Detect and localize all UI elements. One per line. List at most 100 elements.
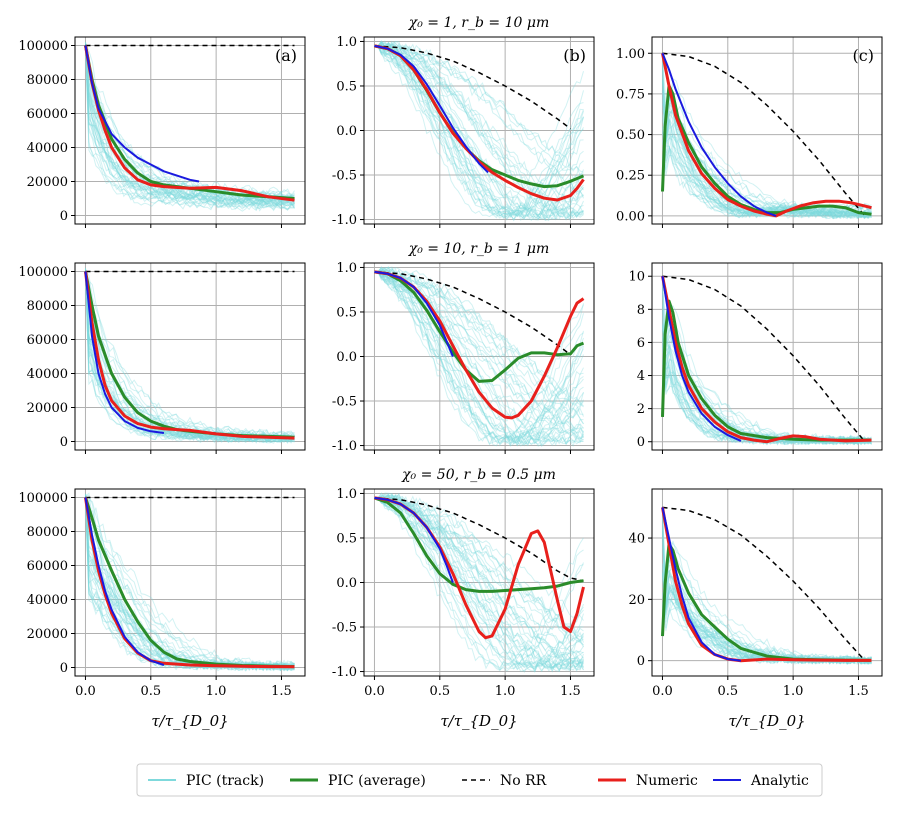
y-tick-label: 0.50: [616, 128, 645, 143]
grid: [364, 37, 594, 224]
pic-track-line: [374, 495, 584, 674]
y-tick-label: 20000: [27, 627, 68, 642]
pic-track-line: [85, 492, 295, 667]
y-tick-label: 0.0: [336, 124, 357, 139]
pic-track-line: [662, 92, 872, 218]
pic-track-line: [85, 44, 295, 206]
panel-tag: (a): [275, 46, 297, 65]
legend-box: [136, 763, 823, 797]
pic-track-line: [374, 45, 584, 220]
pic-track-line: [662, 56, 872, 218]
pic-track-line: [374, 269, 584, 446]
pic-track-line: [662, 126, 872, 219]
plot-area: [84, 492, 295, 672]
pic-track-line: [662, 77, 872, 217]
y-tick-label: 4: [637, 369, 645, 384]
pic-track-line: [374, 495, 584, 643]
axes-frame: [651, 262, 883, 451]
plot-area: [661, 52, 872, 220]
pic-track-line: [374, 40, 584, 220]
pic-track-line: [662, 324, 872, 444]
y-tick-label: 0: [60, 661, 68, 676]
y-tick-label: 6: [637, 336, 645, 351]
pic-track-line: [374, 45, 584, 218]
pic-track-line: [374, 497, 584, 646]
x-axis-label: τ/τ_{D_0}: [728, 712, 805, 730]
y-tick-label: -1.0: [332, 213, 357, 228]
x-tick-label: 1.5: [848, 684, 869, 699]
legend-label: Numeric: [636, 773, 698, 789]
y-tick-label: 40000: [27, 141, 68, 156]
pic-track-line: [85, 46, 295, 209]
pic-track-line: [85, 44, 295, 204]
pic-track-line: [662, 366, 872, 446]
y-tick-label: 40000: [27, 593, 68, 608]
axes-frame: [651, 488, 883, 677]
pic-track-line: [374, 267, 584, 417]
pic-track-line: [374, 266, 584, 445]
y-tick-label: 0: [60, 209, 68, 224]
y-tick-label: 60000: [27, 107, 68, 122]
chart-panel-r2c1: 0.0 0.5 1.0 1.5 -1.0 -0.5 0.0 0.5 1.0 χ₀ = 50, r_…: [332, 467, 595, 730]
pic-track-line: [374, 271, 584, 445]
x-tick-label: 1.5: [271, 684, 292, 699]
y-tick-label: -0.5: [332, 621, 357, 636]
y-tick-label: 40000: [27, 367, 68, 382]
pic-track-line: [85, 500, 295, 670]
pic-track-line: [374, 41, 584, 221]
pic-track-line: [85, 500, 295, 672]
pic-track-line: [662, 335, 872, 445]
pic-track-line: [374, 497, 584, 672]
pic-track-line: [85, 45, 295, 208]
x-axis-label: τ/τ_{D_0}: [151, 712, 228, 730]
pic-track-line: [85, 269, 295, 444]
pic-track-line: [662, 537, 872, 665]
y-tick-label: 8: [637, 303, 645, 318]
y-tick-label: -1.0: [332, 439, 357, 454]
pic-track-line: [374, 45, 584, 221]
y-tick-label: -1.0: [332, 665, 357, 680]
pic-track-line: [85, 45, 295, 211]
pic-track-line: [662, 300, 872, 445]
pic-track-line: [662, 571, 872, 665]
chart-panel-r2c0: 0.0 0.5 1.0 1.5 0 20000 40000 60000 80000 100000 τ…: [18, 488, 306, 730]
x-tick-label: 0.5: [717, 684, 738, 699]
pic-track-line: [374, 43, 584, 217]
pic-track-line: [374, 40, 584, 191]
series-line-no-rr: [374, 497, 584, 582]
pic-track-line: [85, 47, 295, 207]
pic-track-line: [374, 45, 584, 219]
panel-title: χ₀ = 1, r_b = 10 μm: [408, 15, 549, 31]
y-tick-label: -0.5: [332, 395, 357, 410]
pic-track-line: [374, 45, 584, 219]
pic-track-line: [85, 270, 295, 441]
x-tick-label: 1.0: [206, 684, 227, 699]
series-line-analytic: [661, 276, 742, 442]
pic-track-line: [374, 270, 584, 447]
series-line-no-rr: [662, 52, 866, 217]
pic-track-line: [85, 495, 295, 672]
pic-track-line: [85, 501, 295, 671]
series-line-numeric: [84, 45, 295, 202]
pic-track-line: [374, 43, 584, 221]
chart-panel-r1c1: -1.0 -0.5 0.0 0.5 1.0 χ₀ = 10, r_b = 1 μm: [332, 241, 595, 454]
pic-track-line: [374, 267, 584, 408]
legend-label: PIC (average): [328, 773, 426, 789]
y-tick-label: 0: [60, 435, 68, 450]
plot-area: [374, 265, 585, 448]
x-tick-label: 1.5: [560, 684, 581, 699]
pic-track-line: [374, 496, 584, 672]
grid: [652, 37, 882, 224]
pic-track-line: [374, 271, 584, 444]
x-tick-label: 0.5: [140, 684, 161, 699]
pic-track-line: [374, 266, 584, 444]
pic-track-line: [662, 512, 872, 662]
pic-track-line: [85, 275, 295, 442]
y-tick-label: 20000: [27, 401, 68, 416]
panel-tag: (c): [853, 46, 874, 65]
pic-track-line: [85, 271, 295, 439]
y-tick-label: 0.0: [336, 576, 357, 591]
series-line-no-rr: [374, 45, 571, 130]
pic-track-line: [662, 90, 872, 219]
